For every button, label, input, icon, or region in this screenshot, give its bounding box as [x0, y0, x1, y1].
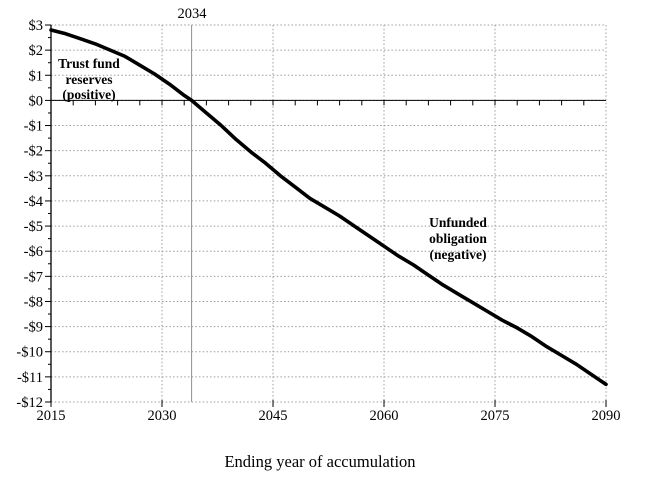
- trust-fund-annotation-line: reserves: [65, 71, 113, 87]
- x-axis-title: Ending year of accumulation: [224, 452, 416, 471]
- trust-fund-reserves-curve: [49, 28, 608, 387]
- x-tick-label: 2015: [37, 408, 66, 424]
- unfunded-obligation-annotation: Unfunded obligation (negative): [429, 215, 487, 263]
- x-tick-label: 2060: [370, 408, 399, 424]
- y-tick-label: -$7: [24, 269, 43, 285]
- y-tick-label: $2: [29, 43, 44, 59]
- y-tick-label: -$6: [24, 244, 43, 260]
- trust-fund-annotation-line: (positive): [62, 87, 116, 102]
- x-tick-label: 2045: [259, 408, 288, 424]
- trust-fund-annotation: Trust fund reserves (positive): [58, 56, 120, 103]
- y-tick-label: -$9: [24, 320, 43, 336]
- y-tick-label: -$11: [17, 370, 43, 386]
- y-tick-label: $0: [29, 93, 44, 109]
- unfunded-obligation-annotation-line: obligation: [429, 231, 487, 246]
- x-tick-label: 2030: [148, 408, 177, 424]
- reference-year-label: 2034: [177, 6, 207, 22]
- y-tick-label: -$3: [24, 169, 43, 185]
- y-tick-label: -$1: [24, 119, 43, 135]
- y-tick-label: -$10: [16, 345, 43, 361]
- x-tick-label: 2075: [481, 408, 510, 424]
- unfunded-obligation-annotation-line: (negative): [429, 247, 487, 262]
- y-tick-label: $3: [29, 18, 44, 34]
- y-tick-label: $1: [29, 68, 44, 84]
- trust-fund-annotation-line: Trust fund: [58, 56, 120, 71]
- y-tick-label: -$8: [24, 294, 43, 310]
- unfunded-obligation-annotation-line: Unfunded: [429, 215, 487, 230]
- y-tick-label: -$12: [16, 395, 43, 411]
- y-tick-label: -$5: [24, 219, 43, 235]
- y-tick-label: -$4: [24, 194, 44, 210]
- x-tick-label: 2090: [592, 408, 621, 424]
- y-tick-label: -$2: [24, 144, 43, 160]
